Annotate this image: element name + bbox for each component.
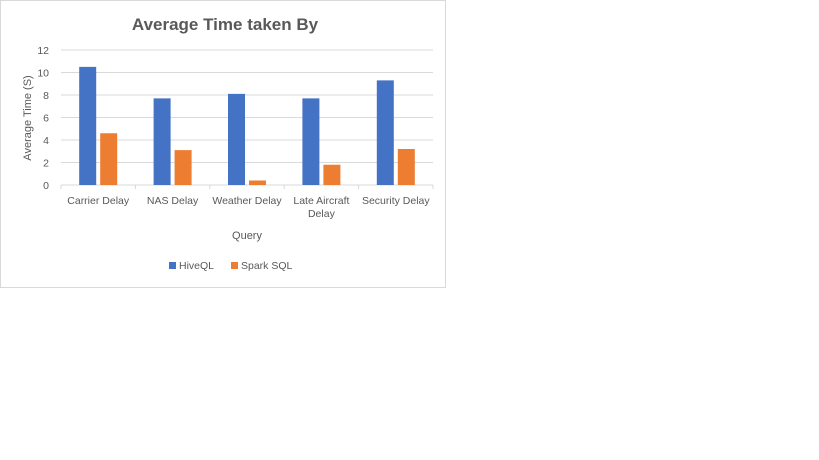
bar-spark-sql <box>397 149 415 185</box>
y-axis-label: Average Time (S) <box>22 75 34 160</box>
bar-hiveql <box>376 80 394 185</box>
chart-title: Average Time taken By <box>132 15 319 34</box>
y-tick-label: 10 <box>37 68 49 80</box>
x-tick-label: NAS Delay <box>147 195 199 207</box>
bar-chart: Average Time taken By 0 2 4 6 8 10 12 Carrier … <box>22 15 434 272</box>
y-axis-ticks: 0 2 4 6 8 10 12 <box>37 45 49 192</box>
y-tick-label: 8 <box>43 90 49 102</box>
legend-swatch <box>169 262 176 269</box>
y-tick-label: 0 <box>43 180 49 192</box>
legend: HiveQL Spark SQL <box>169 260 293 272</box>
y-tick-label: 2 <box>43 158 49 170</box>
x-tick-label: Delay <box>308 208 336 220</box>
bar-spark-sql <box>100 133 118 185</box>
x-tick-label: Late Aircraft <box>293 195 349 207</box>
gridlines <box>61 49 433 186</box>
bar-spark-sql <box>249 180 266 185</box>
bar-hiveql <box>302 98 320 185</box>
x-axis-label: Query <box>232 230 262 242</box>
bar-hiveql <box>228 93 245 185</box>
legend-label: Spark SQL <box>241 260 293 272</box>
bar-spark-sql <box>174 150 192 185</box>
legend-swatch <box>231 262 238 269</box>
x-tick-label: Carrier Delay <box>67 195 130 207</box>
x-tick-label: Weather Delay <box>212 195 282 207</box>
chart-frame: Average Time taken By 0 2 4 6 8 10 12 Carrier … <box>0 0 446 288</box>
bar-spark-sql <box>323 164 341 185</box>
y-tick-label: 12 <box>37 45 49 57</box>
bar-hiveql <box>79 66 97 185</box>
bar-hiveql <box>153 98 171 185</box>
x-tick-label: Security Delay <box>362 195 430 207</box>
y-tick-label: 4 <box>43 135 49 147</box>
legend-label: HiveQL <box>179 260 214 272</box>
y-tick-label: 6 <box>43 113 49 125</box>
x-axis-ticks: Carrier Delay NAS Delay Weather Delay Late … <box>60 185 434 220</box>
bars <box>79 66 415 185</box>
